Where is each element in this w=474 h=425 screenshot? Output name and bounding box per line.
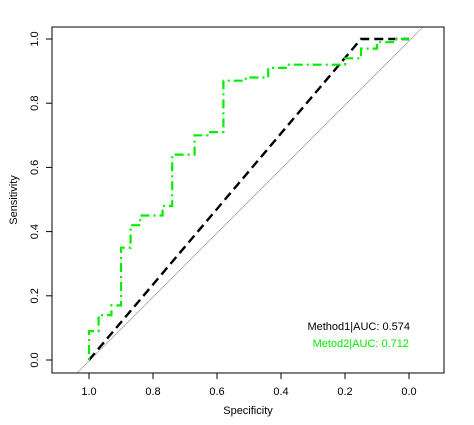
legend-entry-method1: Method1|AUC: 0.574	[307, 321, 410, 333]
x-tick-label: 1.0	[81, 386, 96, 398]
roc-curve-series-2	[87, 37, 409, 360]
y-tick-label: 1.0	[29, 31, 41, 46]
x-tick-label: 0.8	[145, 386, 160, 398]
legend: Method1|AUC: 0.574 Metod2|AUC: 0.712	[307, 321, 410, 350]
x-axis-title: Specificity	[223, 405, 273, 417]
x-tick-label: 0.0	[401, 386, 416, 398]
y-tick-label: 0.2	[29, 288, 41, 303]
x-tick-label: 0.2	[337, 386, 352, 398]
y-tick-label: 0.0	[29, 352, 41, 367]
axes-layer: 1.0 0.8 0.6 0.4 0.2 0.0 0.0 0.2 0.4 0.6 0.8 1.0	[29, 31, 417, 398]
y-axis-title: Sensitivity	[8, 175, 20, 225]
x-tick-label: 0.6	[209, 386, 224, 398]
legend-entry-method2: Metod2|AUC: 0.712	[313, 338, 409, 350]
roc-curve-series-1	[88, 37, 409, 361]
x-tick-label: 0.4	[273, 386, 288, 398]
y-tick-label: 0.6	[29, 160, 41, 175]
series-layer	[76, 26, 424, 374]
y-tick-label: 0.8	[29, 96, 41, 111]
reference-diagonal	[76, 26, 424, 374]
y-tick-label: 0.4	[29, 224, 41, 239]
